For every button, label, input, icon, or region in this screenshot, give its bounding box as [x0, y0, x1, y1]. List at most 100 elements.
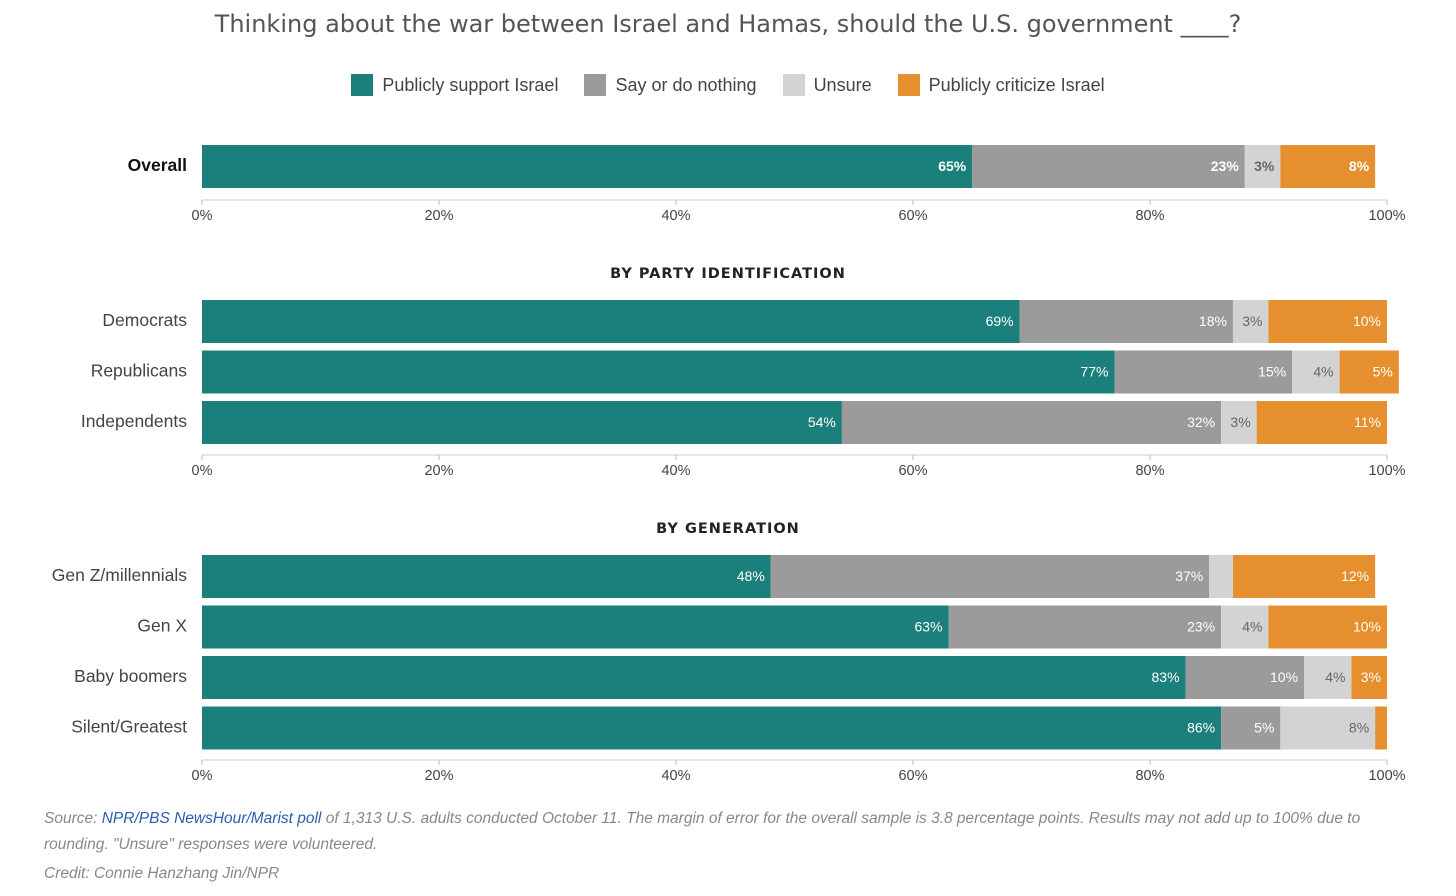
bar-segment-2-0-2 — [1209, 555, 1233, 598]
bar-segment-2-2-3 — [1351, 656, 1387, 699]
bar-segment-2-0-0 — [202, 555, 771, 598]
legend-label-1: Say or do nothing — [615, 74, 757, 95]
data-label-2-2-1: 10% — [1270, 669, 1298, 685]
bar-segment-1-2-3 — [1256, 401, 1387, 444]
data-label-2-1-2: 4% — [1242, 619, 1262, 635]
bar-segment-1-0-0 — [202, 300, 1020, 343]
data-label-1-0-1: 18% — [1199, 313, 1227, 329]
data-label-1-2-1: 32% — [1187, 414, 1215, 430]
legend-swatch-0 — [351, 74, 374, 96]
bar-segment-1-0-2 — [1232, 300, 1269, 343]
data-label-2-0-1: 37% — [1175, 568, 1203, 584]
chart-title: Thinking about the war between Israel an… — [214, 10, 1242, 38]
bar-segment-1-1-0 — [202, 350, 1115, 394]
data-label-0-0-3: 8% — [1349, 158, 1370, 174]
legend-swatch-1 — [584, 74, 607, 96]
bar-segment-2-3-1 — [1221, 706, 1281, 750]
category-label-2-0: Gen Z/millennials — [52, 565, 187, 585]
category-label-2-1: Gen X — [137, 616, 187, 636]
data-label-0-0-2: 3% — [1254, 158, 1275, 174]
data-label-1-0-3: 10% — [1353, 313, 1381, 329]
legend: Publicly support Israel Say or do nothing… — [0, 74, 1456, 96]
group-heading-2: BY GENERATION — [656, 521, 800, 537]
category-label-1-1: Republicans — [91, 361, 188, 381]
x-tick-label-2-2: 40% — [661, 768, 690, 784]
data-label-2-0-3: 12% — [1341, 568, 1369, 584]
bar-segment-2-3-0 — [202, 706, 1222, 750]
legend-item-1: Say or do nothing — [584, 74, 757, 96]
group-heading-1: BY PARTY IDENTIFICATION — [610, 266, 846, 282]
bar-segment-0-0-2 — [1244, 145, 1281, 188]
bar-segment-2-2-1 — [1185, 656, 1305, 699]
bar-segment-0-0-1 — [972, 145, 1245, 188]
bar-segment-1-1-2 — [1292, 350, 1340, 394]
x-tick-label-1-5: 100% — [1368, 463, 1405, 479]
credit: Credit: Connie Hanzhang Jin/NPR — [44, 865, 280, 882]
x-tick-label-2-1: 20% — [424, 768, 453, 784]
x-tick-label-0-2: 40% — [661, 208, 690, 224]
legend-swatch-2 — [782, 74, 805, 96]
data-label-1-2-0: 54% — [808, 414, 836, 430]
data-label-0-0-1: 23% — [1211, 158, 1240, 174]
bar-segment-2-3-3 — [1375, 706, 1387, 750]
data-label-2-2-2: 4% — [1325, 669, 1345, 685]
data-label-1-1-2: 4% — [1313, 364, 1333, 380]
chart-area: Overall 65% 23% 3% 8% 0% 20% 40% 60% 80% 100% BY PA… — [52, 145, 1406, 784]
bar-segment-2-1-0 — [202, 605, 949, 649]
legend-label-0: Publicly support Israel — [382, 74, 559, 95]
category-label-2-3: Silent/Greatest — [71, 717, 187, 737]
x-tick-label-1-4: 80% — [1135, 463, 1164, 479]
bar-segment-2-0-1 — [770, 555, 1210, 598]
category-label-0-0: Overall — [128, 155, 187, 175]
x-tick-label-2-3: 60% — [898, 768, 927, 784]
x-tick-label-0-1: 20% — [424, 208, 453, 224]
data-label-2-3-1: 5% — [1254, 720, 1274, 736]
category-label-1-0: Democrats — [102, 310, 187, 330]
data-label-2-2-3: 3% — [1361, 669, 1381, 685]
source-link[interactable]: NPR/PBS NewsHour/Marist poll — [101, 810, 322, 827]
source-text: of 1,313 U.S. adults conducted October 1… — [44, 810, 1361, 853]
x-tick-label-1-1: 20% — [424, 463, 453, 479]
x-tick-label-0-4: 80% — [1135, 208, 1164, 224]
data-label-2-1-1: 23% — [1187, 619, 1215, 635]
source-note: Source: NPR/PBS NewsHour/Marist poll of … — [44, 806, 1424, 858]
data-label-1-1-1: 15% — [1258, 364, 1286, 380]
bar-segment-1-1-1 — [1114, 350, 1293, 394]
data-label-1-2-2: 3% — [1230, 414, 1250, 430]
x-tick-label-0-3: 60% — [898, 208, 927, 224]
bar-segment-2-2-0 — [202, 656, 1186, 699]
bar-segment-2-1-3 — [1268, 605, 1387, 649]
bar-segment-2-3-2 — [1280, 706, 1376, 750]
data-label-2-1-3: 10% — [1353, 619, 1381, 635]
bar-segment-0-0-3 — [1280, 145, 1376, 188]
data-label-2-2-0: 83% — [1152, 669, 1180, 685]
data-label-1-1-0: 77% — [1080, 364, 1108, 380]
bar-segment-1-2-2 — [1221, 401, 1257, 444]
bar-segment-1-0-3 — [1268, 300, 1387, 343]
x-tick-label-2-5: 100% — [1368, 768, 1405, 784]
source-prefix: Source: — [44, 810, 102, 827]
data-label-2-3-0: 86% — [1187, 720, 1215, 736]
x-tick-label-0-5: 100% — [1368, 208, 1405, 224]
data-label-2-3-2: 8% — [1349, 720, 1369, 736]
data-label-0-0-0: 65% — [938, 158, 967, 174]
legend-item-3: Publicly criticize Israel — [897, 74, 1105, 96]
bar-segment-1-1-3 — [1339, 350, 1399, 394]
x-tick-label-1-2: 40% — [661, 463, 690, 479]
data-label-1-2-3: 11% — [1354, 414, 1381, 430]
bar-segment-2-1-1 — [948, 605, 1222, 649]
category-label-1-2: Independents — [81, 411, 187, 431]
data-label-1-1-3: 5% — [1373, 364, 1393, 380]
legend-item-0: Publicly support Israel — [351, 74, 558, 96]
x-tick-label-2-4: 80% — [1135, 768, 1164, 784]
x-tick-label-2-0: 0% — [192, 768, 213, 784]
data-label-2-1-0: 63% — [915, 619, 943, 635]
bar-segment-1-0-1 — [1019, 300, 1233, 343]
bar-segment-1-2-1 — [841, 401, 1222, 444]
bar-segment-2-1-2 — [1221, 605, 1269, 649]
bar-segment-2-0-3 — [1232, 555, 1376, 598]
category-label-2-2: Baby boomers — [74, 666, 187, 686]
legend-swatch-3 — [897, 74, 920, 96]
data-label-1-0-2: 3% — [1242, 313, 1262, 329]
data-label-2-0-0: 48% — [737, 568, 765, 584]
